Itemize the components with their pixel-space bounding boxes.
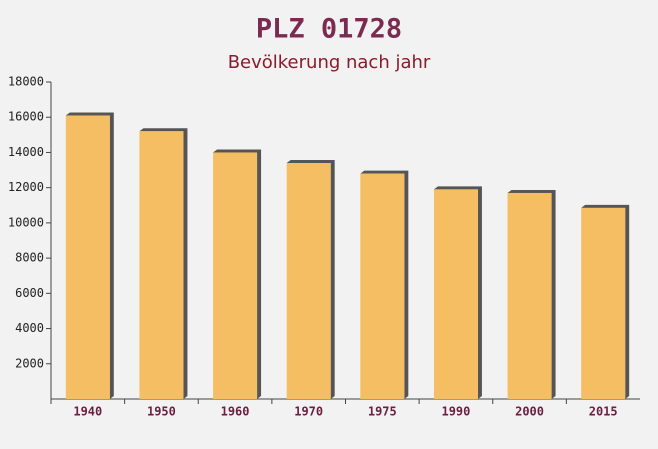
x-tick-label: 2000 [515, 405, 544, 419]
bar [507, 192, 552, 399]
x-tick-label: 1950 [147, 405, 176, 419]
bar [139, 131, 184, 400]
bar [65, 115, 110, 399]
x-tick-label: 1975 [368, 405, 397, 419]
x-tick-label: 1940 [73, 405, 102, 419]
y-tick-label: 6000 [15, 286, 44, 300]
x-tick-label: 1990 [441, 405, 470, 419]
x-tick-label: 1970 [294, 405, 323, 419]
bar [213, 152, 258, 399]
bar [581, 207, 626, 399]
y-tick-label: 2000 [15, 356, 44, 370]
y-tick-label: 12000 [8, 180, 44, 194]
y-tick-label: 18000 [8, 75, 44, 89]
x-tick-label: 2015 [589, 405, 618, 419]
chart-title: PLZ 01728 [256, 14, 402, 45]
x-tick-label: 1960 [221, 405, 250, 419]
y-tick-label: 14000 [8, 145, 44, 159]
y-tick-label: 16000 [8, 110, 44, 124]
y-tick-label: 10000 [8, 215, 44, 229]
chart-subtitle: Bevölkerung nach jahr [228, 52, 431, 73]
bar [286, 163, 331, 399]
bar [433, 189, 478, 399]
y-tick-label: 8000 [15, 251, 44, 265]
bar [360, 173, 405, 399]
y-tick-label: 4000 [15, 321, 44, 335]
